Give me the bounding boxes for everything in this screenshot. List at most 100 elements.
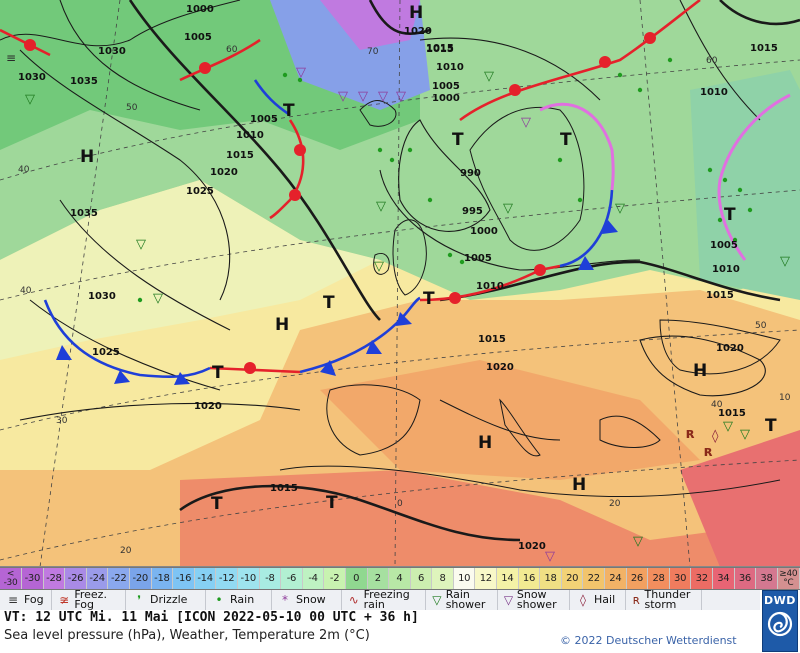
scale-low-top: < <box>6 568 15 579</box>
graticule-label: 50 <box>755 321 767 331</box>
fog-icon: ≡ <box>6 51 16 65</box>
scale-cell: 22 <box>583 568 606 589</box>
scale-cell: -28 <box>43 568 66 589</box>
snow-shower-icon: ▽ <box>296 65 306 80</box>
pressure-label: 1005 <box>184 32 212 43</box>
rain-dot <box>717 217 723 223</box>
lon-0 <box>394 0 401 566</box>
scale-cell: 10 <box>453 568 476 589</box>
snow-shower-icon: ▽ <box>396 89 406 104</box>
pressure-center-label: T <box>724 205 736 225</box>
pressure-label: 1015 <box>226 150 254 161</box>
legend-item: ▽ Snow shower <box>498 589 570 610</box>
legend-label: Snow <box>296 593 326 606</box>
isobar-high <box>639 335 766 397</box>
isobar-1020 <box>368 0 431 35</box>
thunderstorm-icon: ʀ <box>704 444 713 460</box>
pressure-label: 1020 <box>194 401 222 412</box>
cold-triangle <box>114 370 130 384</box>
snow-shower-icon: ▽ <box>358 89 368 104</box>
drizzle-icon: ❜ <box>137 593 141 607</box>
warm-bump <box>599 56 611 68</box>
weather-map: ▽ ▽ ▽ ▽ ▽ ▽ ▽ ▽ ▽ ▽ ▽ ▽ ▽ ▽ ▽ ▽ ▽ ▽ ▽ ʀ … <box>0 0 800 567</box>
scale-cell: -6 <box>281 568 303 589</box>
legend-item: ▽ Rain shower <box>426 589 498 610</box>
snow-shower-icon: ▽ <box>378 89 388 104</box>
legend-item: ʀ Thunder storm <box>626 589 702 610</box>
copyright: © 2022 Deutscher Wetterdienst <box>560 634 737 647</box>
pressure-label: 1035 <box>70 208 98 219</box>
scale-cell: -8 <box>259 568 282 589</box>
rain-shower-icon: ▽ <box>374 259 384 274</box>
graticule-label: 40 <box>18 165 30 175</box>
scale-cell: 14 <box>497 568 519 589</box>
rain-dot <box>282 72 288 78</box>
warm-front-bumps <box>24 32 656 374</box>
thunderstorm-icon: ʀ <box>632 593 640 607</box>
scale-cell: 26 <box>626 568 649 589</box>
pressure-label: 1020 <box>404 26 432 37</box>
scale-cell: 30 <box>669 568 692 589</box>
scale-cell: 8 <box>432 568 454 589</box>
pressure-center-label: H <box>478 433 492 453</box>
rain-dot <box>737 187 743 193</box>
graticule-label: 60 <box>706 56 718 66</box>
isobar <box>29 299 221 391</box>
rain-dot <box>377 147 383 153</box>
graticule-label: 70 <box>367 47 379 57</box>
pressure-center-label: T <box>283 101 295 121</box>
pressure-center-label: T <box>326 493 338 513</box>
isobar <box>59 0 201 111</box>
scale-cell: 2 <box>367 568 390 589</box>
pressure-label: 1015 <box>718 408 746 419</box>
scale-cell: 32 <box>691 568 713 589</box>
rain-shower-icon: ▽ <box>615 201 625 216</box>
graticule-label: 30 <box>56 416 68 426</box>
scale-cell: -12 <box>216 568 238 589</box>
scale-cell: -24 <box>86 568 109 589</box>
pressure-center-label: T <box>560 130 572 150</box>
graticule-label: 50 <box>126 103 138 113</box>
dwd-logo: DWD <box>762 590 798 652</box>
fog-symbols: ≡ <box>6 51 16 65</box>
rain-shower-icon: ▽ <box>780 254 790 269</box>
occluded-fronts <box>539 93 791 261</box>
arctic-core <box>320 0 420 50</box>
legend-item: ≡ Fog <box>0 590 52 610</box>
pressure-label: 1005 <box>464 253 492 264</box>
hot-zone-iberia-africa <box>320 360 700 480</box>
pressure-center-label: T <box>423 289 435 309</box>
rain-shower-icon: ▽ <box>153 291 163 306</box>
rain-dot <box>667 57 673 63</box>
snow-symbols: ▽ ▽ ▽ ▽ ▽ ▽ ▽ <box>296 65 555 564</box>
thunderstorm-icon: ʀ <box>686 426 695 442</box>
pressure-label: 1005 <box>250 114 278 125</box>
hail-icon: ◊ <box>580 593 586 607</box>
scale-cell: 0 <box>345 568 368 589</box>
lon-e20 <box>639 0 691 566</box>
pressure-label: 1000 <box>432 93 460 104</box>
rain-dot <box>389 157 395 163</box>
snow-shower-icon: ▽ <box>338 89 348 104</box>
iceland-coast <box>359 100 397 127</box>
scale-cell: 18 <box>540 568 562 589</box>
warm-bump <box>24 39 36 51</box>
africa-coast <box>279 465 781 498</box>
pressure-label: 1030 <box>98 46 126 57</box>
scale-cell: -16 <box>173 568 195 589</box>
pressure-label: 1005 <box>432 81 460 92</box>
warm-bump <box>449 292 461 304</box>
occluded-front <box>539 102 615 191</box>
isobars <box>19 0 766 441</box>
legend-item: ❜ Drizzle <box>126 590 206 610</box>
cold-front <box>43 299 211 379</box>
scale-cell: 16 <box>518 568 541 589</box>
pressure-label: 1020 <box>716 343 744 354</box>
scale-low-bottom: -30 <box>3 577 18 588</box>
pressure-label: 1030 <box>88 291 116 302</box>
isobar <box>379 169 641 271</box>
temperature-color-scale: < -30 -30 -28 -26 -24 -22 -20 -18 -16 -14 -12 -10 -8-… <box>0 567 800 590</box>
scale-cell: -10 <box>237 568 260 589</box>
pressure-label: 1030 <box>18 72 46 83</box>
isobar-1015 <box>439 260 781 302</box>
